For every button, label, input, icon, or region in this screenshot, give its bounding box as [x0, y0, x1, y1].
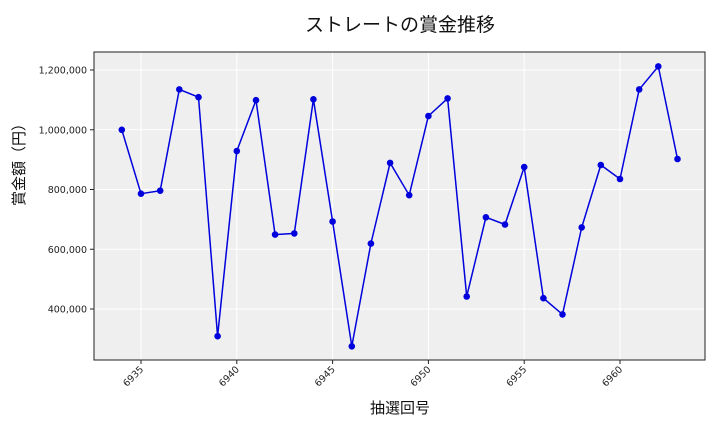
data-point-marker	[635, 86, 643, 93]
data-point-marker	[559, 311, 566, 318]
series-line	[121, 64, 679, 347]
x-tick-label: 6955	[504, 364, 529, 389]
y-tick-label: 400,000	[48, 305, 87, 316]
data-point-marker	[233, 147, 241, 155]
data-point-marker	[271, 231, 279, 238]
x-tick-label: 6935	[121, 364, 146, 389]
chart-title: ストレートの賞金推移	[304, 14, 495, 36]
plot-frame	[93, 51, 706, 361]
data-point-marker	[463, 293, 471, 300]
data-point-marker	[597, 161, 605, 169]
data-point-marker	[501, 221, 509, 228]
data-point-marker	[482, 214, 490, 221]
data-point-marker	[310, 96, 317, 103]
y-tick-label: 1,000,000	[39, 125, 87, 136]
data-point-marker	[540, 294, 547, 302]
data-point-marker	[444, 95, 451, 102]
x-axis-label: 抽選回号	[369, 399, 430, 417]
data-point-marker	[214, 332, 221, 340]
data-point-marker	[367, 240, 375, 247]
data-point-marker	[252, 96, 260, 104]
data-point-marker	[118, 126, 126, 134]
data-point-marker	[348, 343, 356, 350]
data-point-marker	[329, 218, 336, 225]
data-point-marker	[674, 155, 681, 163]
data-point-marker	[386, 159, 394, 167]
gridlines	[94, 52, 705, 360]
data-point-marker	[520, 163, 528, 171]
data-point-marker	[578, 224, 585, 231]
x-tick-label: 6950	[409, 364, 434, 389]
y-tick-label: 800,000	[48, 185, 87, 196]
x-tick-label: 6940	[217, 364, 242, 389]
x-axis-ticks: 6935 6940 6945 6950 6955 6960	[121, 360, 625, 389]
data-point-marker	[425, 112, 432, 120]
y-tick-label: 600,000	[48, 245, 87, 256]
data-point-marker	[405, 191, 413, 199]
data-point-marker	[176, 86, 183, 93]
y-axis-ticks: 400,000 600,000 800,000 1,000,000 1,200,000	[39, 66, 94, 316]
data-point-marker	[195, 93, 202, 101]
data-point-marker	[616, 175, 624, 183]
data-point-marker	[137, 190, 145, 197]
data-point-marker	[156, 187, 164, 194]
x-tick-label: 6960	[600, 364, 625, 389]
plot-area	[94, 52, 705, 360]
data-series	[118, 63, 681, 350]
y-tick-label: 1,200,000	[39, 66, 87, 77]
data-point-marker	[291, 230, 298, 237]
data-point-marker	[655, 63, 662, 70]
x-tick-label: 6945	[313, 364, 338, 389]
